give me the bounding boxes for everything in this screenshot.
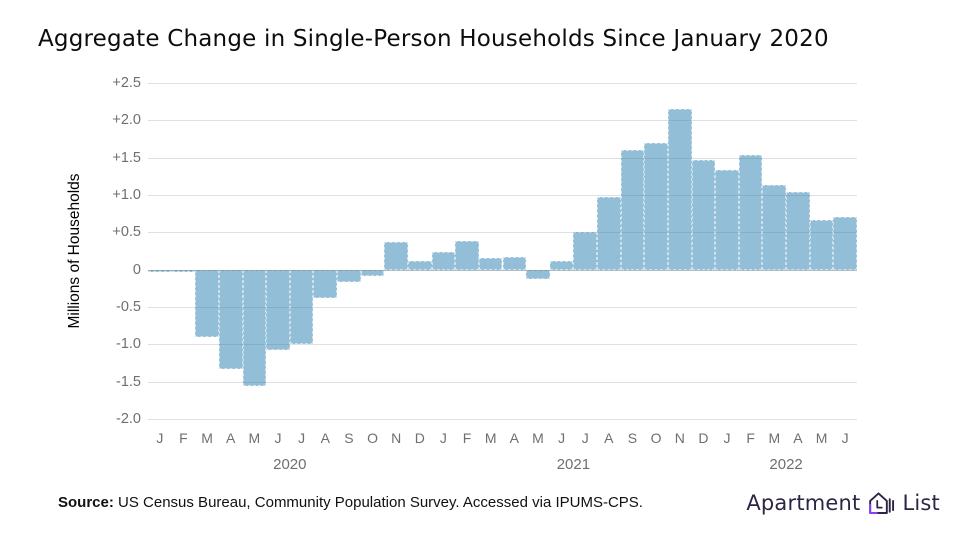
x-tick-label: F [746, 430, 755, 446]
x-tick-label: M [484, 430, 497, 446]
gridline [148, 419, 857, 420]
logo-word-list: List [902, 491, 940, 515]
x-tick-label: M [532, 430, 544, 446]
x-tick-label: J [723, 430, 731, 446]
bar-apr-2021[interactable] [502, 256, 527, 270]
source-label: Source: [58, 494, 114, 511]
x-tick-label: D [698, 430, 709, 446]
y-tick-label: -1.0 [116, 336, 141, 353]
x-tick-label: O [650, 430, 662, 446]
logo-word-apartment: Apartment [746, 491, 861, 515]
y-tick-label: 0 [132, 261, 141, 278]
x-tick-label: J [156, 430, 164, 446]
x-tick-label: A [320, 430, 330, 446]
plot-area [148, 83, 857, 420]
bar-feb-2022[interactable] [738, 155, 763, 270]
x-tick-label: J [558, 430, 566, 446]
bar-mar-2020[interactable] [195, 269, 219, 337]
bar-feb-2021[interactable] [455, 240, 479, 270]
x-tick-label: M [201, 430, 213, 446]
x-tick-label: J [439, 430, 447, 446]
x-tick-label: N [674, 430, 685, 446]
y-tick-label: -2.0 [116, 411, 141, 427]
x-tick-label: J [841, 430, 849, 446]
bar-aug-2021[interactable] [597, 197, 621, 270]
zero-baseline [148, 269, 857, 271]
bar-nov-2021[interactable] [667, 109, 692, 270]
x-tick-label: S [344, 430, 354, 446]
bar-jun-2021[interactable] [549, 261, 574, 270]
bar-may-2022[interactable] [809, 219, 834, 270]
year-label-2021: 2021 [556, 456, 591, 473]
gridline [148, 83, 857, 84]
gridline [148, 344, 857, 346]
x-tick-label: A [604, 430, 614, 446]
gridline [148, 157, 857, 159]
bar-dec-2021[interactable] [691, 159, 716, 270]
source-text: US Census Bureau, Community Population S… [113, 494, 643, 511]
bar-apr-2022[interactable] [786, 192, 810, 270]
bar-jan-2021[interactable] [431, 252, 456, 270]
gridline [148, 120, 857, 122]
x-tick-label: A [793, 430, 803, 446]
x-tick-label: J [581, 430, 589, 446]
bar-sep-2020[interactable] [337, 269, 361, 283]
bar-jun-2022[interactable] [833, 216, 857, 270]
bar-jan-2022[interactable] [715, 169, 739, 270]
x-tick-label: O [367, 430, 378, 446]
y-tick-label: +2.0 [112, 112, 141, 129]
gridline [148, 195, 857, 196]
y-tick-label: +1.0 [112, 187, 141, 203]
chart-title: Aggregate Change in Single-Person Househ… [38, 26, 829, 52]
house-layers-icon [866, 488, 896, 518]
bar-jun-2020[interactable] [266, 269, 290, 350]
x-tick-label: S [627, 430, 638, 446]
apartment-list-logo: Apartment List [746, 486, 940, 520]
bar-may-2021[interactable] [526, 269, 550, 279]
y-tick-label: -0.5 [116, 299, 141, 315]
x-tick-label: J [298, 430, 306, 446]
bar-aug-2020[interactable] [313, 269, 338, 299]
gridline [148, 381, 857, 383]
year-label-2020: 2020 [273, 456, 307, 473]
y-tick-label: +2.5 [112, 75, 141, 91]
gridline [148, 307, 857, 308]
bar-jul-2021[interactable] [573, 232, 598, 270]
bar-mar-2021[interactable] [478, 258, 503, 270]
x-tick-label: N [391, 430, 402, 446]
gridline [148, 232, 857, 234]
x-tick-label: A [509, 430, 519, 446]
source-note: Source: US Census Bureau, Community Popu… [58, 494, 643, 511]
x-tick-label: M [248, 430, 261, 446]
x-tick-label: J [274, 430, 282, 446]
y-tick-label: +1.5 [112, 149, 141, 166]
bar-oct-2021[interactable] [644, 142, 668, 270]
bar-sep-2021[interactable] [620, 150, 645, 270]
bar-apr-2020[interactable] [218, 269, 243, 369]
bar-nov-2020[interactable] [384, 242, 408, 270]
x-tick-label: A [226, 430, 236, 446]
x-tick-label: F [462, 430, 472, 446]
x-tick-label: D [414, 430, 425, 446]
bar-may-2020[interactable] [242, 269, 267, 387]
x-tick-label: M [768, 430, 781, 446]
x-tick-label: F [179, 430, 188, 446]
bar-dec-2020[interactable] [407, 260, 432, 270]
y-tick-label: -1.5 [116, 373, 141, 390]
year-label-2022: 2022 [769, 456, 803, 473]
x-tick-label: M [815, 430, 828, 446]
y-axis-title: Millions of Households [66, 173, 83, 329]
y-tick-label: +0.5 [112, 224, 141, 241]
bar-mar-2022[interactable] [762, 185, 787, 270]
